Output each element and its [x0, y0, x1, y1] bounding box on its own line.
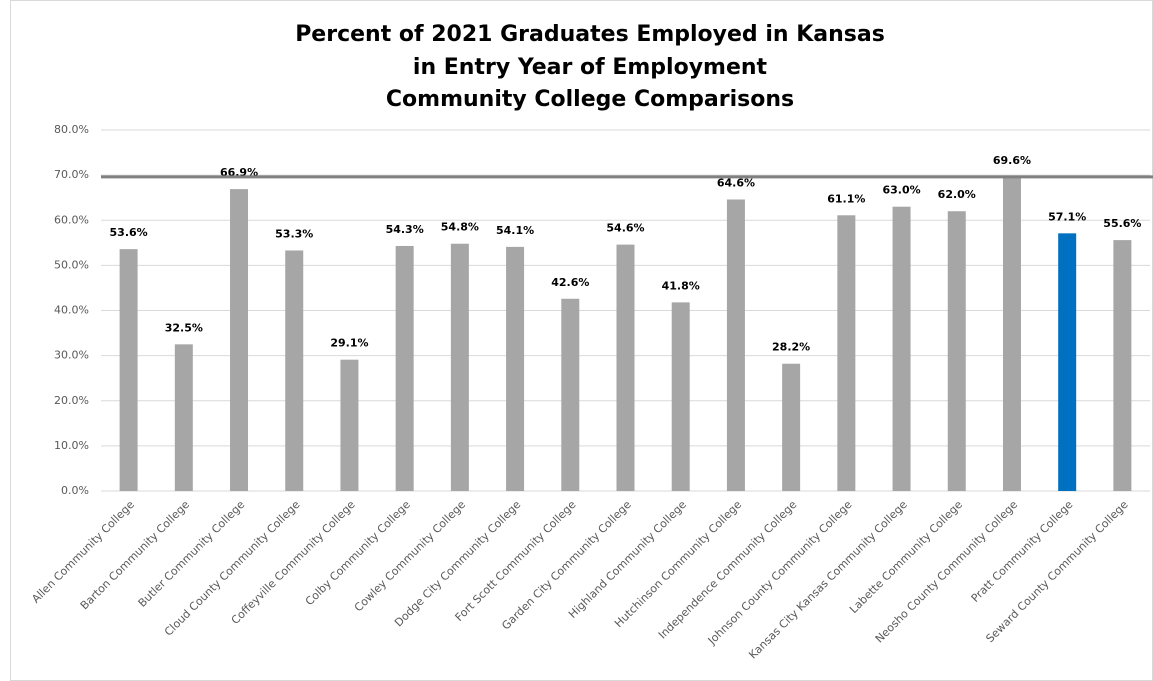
bar: [671, 302, 690, 491]
bar: [782, 363, 801, 491]
data-label: 28.2%: [772, 341, 810, 354]
bar: [174, 344, 193, 491]
bar: [395, 245, 414, 491]
data-label: 62.0%: [938, 188, 976, 201]
y-tick-label: 30.0%: [54, 349, 89, 362]
data-label: 54.6%: [606, 222, 644, 235]
data-label: 64.6%: [717, 176, 755, 189]
y-tick-label: 40.0%: [54, 304, 89, 317]
bar: [837, 215, 856, 491]
data-label: 29.1%: [330, 337, 368, 350]
data-label: 54.3%: [386, 223, 424, 236]
data-label: 41.8%: [662, 279, 700, 292]
y-tick-label: 80.0%: [54, 123, 89, 136]
data-label: 53.6%: [110, 226, 148, 239]
y-tick-label: 0.0%: [61, 484, 89, 497]
data-label: 53.3%: [275, 227, 313, 240]
bar: [450, 243, 469, 491]
bar: [892, 206, 911, 491]
bar: [119, 249, 138, 491]
y-tick-label: 20.0%: [54, 394, 89, 407]
bar: [947, 211, 966, 491]
y-tick-label: 60.0%: [54, 213, 89, 226]
chart-title: Percent of 2021 Graduates Employed in Ka…: [295, 22, 885, 47]
bar: [616, 244, 635, 491]
bar: [506, 246, 525, 491]
bar: [1113, 240, 1132, 491]
bar: [285, 250, 304, 491]
data-label: 42.6%: [551, 276, 589, 289]
y-tick-label: 10.0%: [54, 439, 89, 452]
data-label: 69.6%: [993, 154, 1031, 167]
bar: [726, 199, 745, 491]
bar: [1002, 176, 1021, 491]
data-label: 61.1%: [827, 192, 865, 205]
y-tick-label: 50.0%: [54, 258, 89, 271]
data-label: 54.8%: [441, 221, 479, 234]
data-label: 55.6%: [1103, 217, 1141, 230]
chart-title: in Entry Year of Employment: [413, 55, 768, 80]
bar: [1058, 233, 1077, 491]
data-label: 63.0%: [882, 184, 920, 197]
data-label: 32.5%: [165, 321, 203, 334]
data-label: 57.1%: [1048, 210, 1086, 223]
bar: [340, 359, 359, 491]
bar: [230, 189, 249, 491]
y-tick-label: 70.0%: [54, 168, 89, 181]
data-label: 54.1%: [496, 224, 534, 237]
chart-title: Community College Comparisons: [386, 87, 794, 112]
bar: [561, 298, 580, 491]
